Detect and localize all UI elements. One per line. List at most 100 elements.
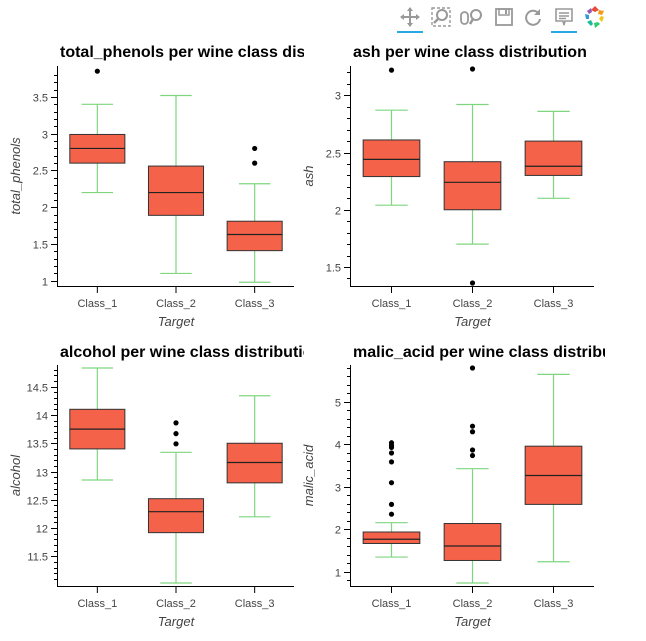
y-tick-label: 12	[36, 524, 48, 536]
y-tick-label: 5	[335, 398, 341, 410]
box-class-1	[362, 67, 421, 206]
outlier-point	[388, 480, 395, 486]
x-axis-label: Target	[158, 614, 196, 629]
y-tick-label: 1.5	[33, 240, 48, 252]
plot-title: ash per wine class distribution	[353, 44, 587, 61]
y-tick-label: 1.5	[326, 263, 341, 275]
outlier-point	[469, 447, 476, 453]
bokeh-logo-icon	[585, 6, 604, 28]
outlier-point	[469, 429, 476, 435]
plot-toolbar	[0, 0, 646, 36]
y-tick-label: 12.5	[27, 496, 48, 508]
box-class-3	[524, 373, 583, 563]
y-tick-label: 3	[42, 130, 48, 142]
box-class-1	[69, 367, 126, 481]
y-tick-label: 14	[36, 411, 48, 423]
box-plot-panel-total_phenols: total_phenols per wine class distributio…	[8, 44, 370, 329]
x-tick-label: Class_1	[77, 598, 117, 610]
outlier-point	[388, 450, 395, 456]
y-tick-label: 2	[335, 206, 341, 218]
x-tick-label: Class_2	[453, 298, 493, 310]
x-tick-label: Class_2	[156, 598, 196, 610]
box-plot-panel-alcohol: alcohol per wine class distribution 11.5 1…	[8, 344, 322, 629]
x-tick-label: Class_3	[235, 598, 275, 610]
outlier-point	[173, 420, 179, 426]
box-class-1	[69, 68, 126, 194]
box-zoom-tool-button[interactable]	[428, 4, 454, 30]
y-axis-label: malic_acid	[301, 444, 316, 506]
bokeh-logo-link[interactable]	[582, 4, 608, 30]
iqr-box	[362, 139, 421, 178]
box-class-1	[362, 440, 421, 558]
outlier-point	[469, 423, 476, 429]
x-axis-label: Target	[158, 314, 196, 329]
y-tick-label: 11.5	[27, 552, 48, 564]
box-class-3	[524, 110, 583, 199]
x-axis-label: Target	[454, 314, 492, 329]
x-tick-label: Class_2	[453, 598, 493, 610]
wheel-zoom-icon	[460, 9, 482, 25]
outlier-point	[469, 66, 476, 72]
outlier-point	[388, 511, 395, 517]
y-tick-label: 4	[335, 440, 341, 452]
iqr-box	[524, 140, 583, 176]
outlier-point	[388, 67, 395, 73]
box-class-2	[443, 365, 502, 584]
box-class-3	[226, 395, 283, 518]
iqr-box	[147, 165, 205, 216]
iqr-box	[443, 161, 502, 211]
x-tick-label: Class_1	[372, 598, 412, 610]
x-tick-label: Class_1	[77, 298, 117, 310]
y-tick-label: 3.5	[33, 93, 48, 105]
y-tick-label: 2.5	[326, 149, 341, 161]
y-tick-label: 2.5	[33, 166, 48, 178]
y-axis-label: ash	[301, 166, 316, 187]
outlier-point	[388, 501, 395, 507]
x-tick-label: Class_3	[534, 298, 574, 310]
y-tick-label: 2	[42, 203, 48, 215]
hover-icon	[555, 8, 573, 26]
box-class-2	[443, 66, 502, 286]
y-tick-label: 2	[335, 525, 341, 537]
x-tick-label: Class_3	[235, 298, 275, 310]
y-tick-label: 1	[335, 568, 341, 580]
hover-tool-button[interactable]	[551, 4, 577, 33]
box-class-2	[147, 94, 205, 275]
outlier-point	[388, 459, 395, 465]
outlier-point	[469, 452, 476, 459]
plot-title: alcohol per wine class distribution	[60, 344, 322, 361]
outlier-point	[388, 440, 395, 446]
y-tick-label: 3	[335, 483, 341, 495]
outlier-point	[173, 441, 179, 447]
outlier-point	[252, 145, 258, 152]
y-axis-label: total_phenols	[8, 137, 23, 215]
outlier-point	[252, 160, 258, 166]
reset-icon	[525, 9, 541, 26]
pan-icon	[400, 7, 420, 27]
box-plot-panel-ash: ash per wine class distribution 1.5 2 2.5 3 C…	[301, 44, 594, 329]
outlier-point	[94, 68, 100, 74]
save-icon	[495, 8, 513, 26]
y-tick-label: 14.5	[27, 383, 48, 395]
wheel-zoom-tool-button[interactable]	[459, 4, 485, 30]
y-tick-label: 1	[42, 277, 48, 289]
y-axis-label: alcohol	[8, 454, 23, 496]
y-tick-label: 13	[36, 468, 48, 480]
x-tick-label: Class_2	[156, 298, 196, 310]
plot-title: malic_acid per wine class distribution	[353, 344, 641, 361]
box-class-3	[226, 145, 283, 283]
y-tick-label: 13.5	[27, 439, 48, 451]
box-plot-panel-malic_acid: malic_acid per wine class distribution 1 2…	[301, 344, 641, 629]
box-zoom-icon	[431, 7, 451, 27]
iqr-box	[362, 531, 421, 544]
outlier-point	[469, 365, 476, 371]
box-class-2	[147, 420, 205, 584]
x-axis-label: Target	[454, 614, 492, 629]
pan-tool-button[interactable]	[397, 4, 423, 33]
reset-tool-button[interactable]	[520, 4, 546, 30]
iqr-box	[443, 523, 502, 561]
save-tool-button[interactable]	[491, 4, 517, 30]
y-tick-label: 3	[335, 91, 341, 103]
plot-title: total_phenols per wine class distributio…	[60, 44, 370, 61]
iqr-box	[147, 498, 205, 534]
